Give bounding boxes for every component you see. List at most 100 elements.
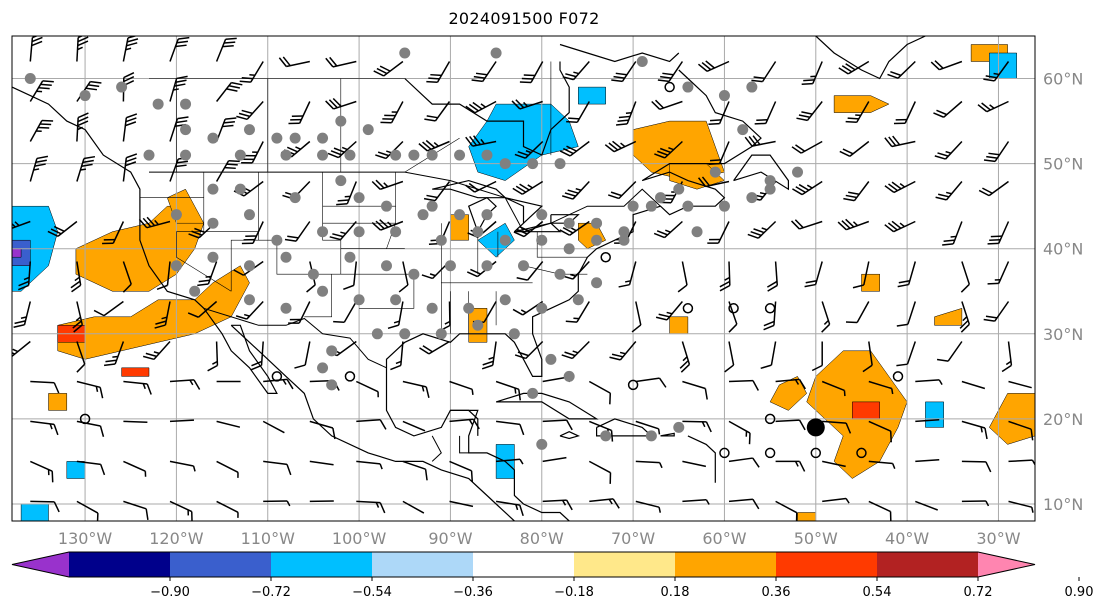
wind-barb <box>76 36 89 62</box>
station-marker-gray <box>79 90 91 102</box>
wind-barb <box>262 420 285 434</box>
state-border <box>304 274 332 318</box>
wind-barb <box>542 419 573 431</box>
station-marker-open <box>664 81 675 93</box>
wind-barb <box>402 500 425 514</box>
coastline <box>559 431 581 440</box>
wind-barb <box>930 60 963 71</box>
station-marker-gray <box>353 192 365 204</box>
station-marker-gray <box>764 183 776 195</box>
wind-barb <box>426 61 451 84</box>
station-markers <box>24 47 904 459</box>
wind-barb <box>241 221 264 245</box>
coastline <box>687 435 716 483</box>
wind-barb <box>29 36 44 62</box>
station-marker-gray <box>390 226 402 238</box>
wind-barb <box>845 101 870 124</box>
longitude-label: 120°W <box>149 529 204 548</box>
station-marker-gray <box>143 149 155 161</box>
wind-barb <box>380 101 404 124</box>
longitude-labels: 130°W 120°W 110°W 100°W 90°W 80°W 70°W 60°W 50°W… <box>58 529 1021 548</box>
shaded-region <box>989 52 1017 79</box>
wind-barb <box>423 181 451 202</box>
wind-barb <box>561 340 590 360</box>
colorbar-extend-high <box>978 552 1035 577</box>
wind-barb <box>589 498 620 509</box>
wind-barb <box>309 420 336 440</box>
wind-barb <box>896 301 917 327</box>
colorbar-tick-label: −0.18 <box>554 585 594 600</box>
wind-barb <box>241 141 264 164</box>
wind-barb <box>169 379 201 390</box>
station-marker-gray <box>481 149 493 161</box>
station-marker-gray <box>380 200 392 212</box>
wind-barb <box>682 420 712 433</box>
station-marker-gray <box>326 379 338 391</box>
wind-barb <box>169 75 188 102</box>
wind-barb <box>169 460 196 472</box>
shaded-region <box>925 401 944 428</box>
coastline <box>559 43 680 63</box>
colorbar-tick-label: 0.18 <box>661 585 690 600</box>
station-marker-gray <box>518 260 529 272</box>
station-marker-gray <box>170 209 182 221</box>
station-marker-gray <box>380 260 392 272</box>
wind-barb <box>977 100 1009 113</box>
station-marker-gray <box>335 175 347 187</box>
colorbar: −0.90 −0.72 −0.54 −0.36 −0.18 0.18 0.36 0.54 0.7… <box>11 551 1093 600</box>
station-marker-black <box>806 418 825 437</box>
wind-barb <box>215 37 237 62</box>
station-marker-gray <box>490 47 502 59</box>
wind-barb <box>516 261 544 281</box>
colorbar-tick-label: 0.54 <box>863 585 892 600</box>
wind-barb <box>562 61 590 81</box>
colorbar-segment <box>271 552 373 577</box>
wind-barb <box>142 340 171 361</box>
wind-barb <box>29 80 54 102</box>
station-marker-open <box>682 303 694 314</box>
station-marker-open <box>344 371 356 382</box>
station-marker-gray <box>536 438 548 450</box>
station-marker-gray <box>545 353 557 365</box>
wind-barb <box>790 219 823 230</box>
wind-barb <box>215 159 240 182</box>
wind-barb <box>336 181 357 206</box>
wind-barb <box>387 301 404 330</box>
wind-barb <box>542 456 567 463</box>
station-marker-gray <box>362 124 374 136</box>
wind-barb <box>635 377 667 388</box>
wind-barb <box>961 500 990 507</box>
latitude-label: 60°N <box>1043 70 1083 89</box>
station-marker-gray <box>481 209 493 221</box>
station-marker-gray <box>317 285 329 297</box>
station-marker-gray <box>591 277 603 289</box>
station-marker-gray <box>709 166 721 178</box>
station-marker-gray <box>426 302 438 314</box>
wind-barb <box>29 460 54 483</box>
wind-barb <box>588 380 612 405</box>
station-marker-gray <box>481 260 493 272</box>
wind-barb <box>216 500 239 518</box>
station-marker-open <box>627 379 639 391</box>
longitude-label: 80°W <box>520 529 564 548</box>
station-marker-gray <box>399 47 411 59</box>
wind-barb <box>30 380 60 394</box>
station-marker-gray <box>426 200 438 212</box>
wind-barb <box>811 341 823 372</box>
station-marker-gray <box>399 328 411 340</box>
station-marker-gray <box>792 166 804 178</box>
station-marker-gray <box>527 387 539 399</box>
wind-barb <box>987 221 1010 245</box>
wind-barb <box>983 61 1010 82</box>
colorbar-tick-label: 0.72 <box>964 585 993 600</box>
station-marker-gray <box>563 243 575 255</box>
station-marker-gray <box>189 285 201 297</box>
country-border <box>431 435 442 462</box>
latitude-label: 10°N <box>1043 495 1083 514</box>
station-marker-gray <box>618 234 630 246</box>
wind-barb <box>123 460 147 477</box>
station-marker-open <box>600 251 611 263</box>
wind-barb <box>653 220 683 239</box>
wind-barb <box>278 56 310 68</box>
station-marker-gray <box>180 149 192 161</box>
